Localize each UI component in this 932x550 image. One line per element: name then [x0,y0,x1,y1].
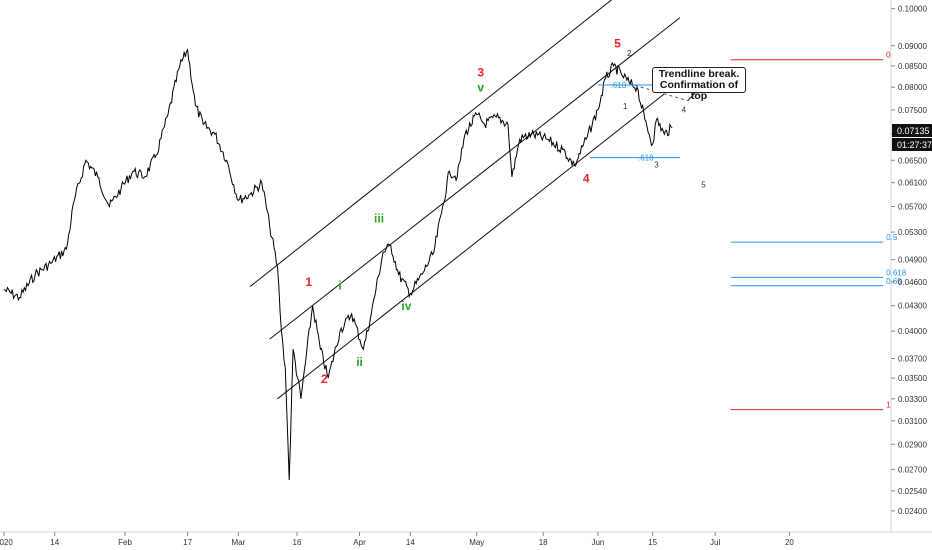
x-tick-label-9: May [469,538,484,547]
fib-level-label-1: 0 [886,51,891,60]
wave-label-12: 1 [623,102,628,111]
x-tick-label-3: Feb [118,538,132,547]
price-tag: 0.07135 01:27:37 [892,124,932,151]
y-tick-label-14: 0.04000 [898,327,927,336]
fib-level-label-6: .618 [638,154,654,163]
y-tick-label-18: 0.03100 [898,417,927,426]
channel-line-2 [269,17,681,340]
plot-area: 00.50.6180.651.618.61812345iiiiiiivv2134… [3,0,907,481]
channel-line-3 [277,93,665,400]
timer-label: 01:27:37 [897,140,932,150]
y-tick-label-11: 0.04900 [898,256,927,265]
x-tick-label-10: 18 [539,538,548,547]
y-tick-label-16: 0.03500 [898,374,927,383]
fib-level-label-2: 0.5 [886,233,898,242]
y-tick-label-20: 0.02700 [898,465,927,474]
fib-level-label-3: 0.618 [886,268,907,277]
wave-label-2: 2 [321,372,328,386]
y-tick-label-2: 0.09000 [898,42,927,51]
x-tick-label-6: 16 [293,538,302,547]
wave-label-7: ii [356,355,363,369]
x-tick-label-11: Jun [591,538,604,547]
y-tick-label-7: 0.06500 [898,156,927,165]
y-tick-label-12: 0.04600 [898,278,927,287]
y-tick-label-3: 0.08500 [898,62,927,71]
x-tick-label-4: 17 [183,538,192,547]
y-tick-label-22: 0.02400 [898,507,927,516]
wave-label-3: 3 [477,65,484,79]
x-tick-label-14: 20 [785,538,794,547]
wave-label-10: v [477,81,484,95]
y-tick-label-17: 0.03300 [898,395,927,404]
y-tick-label-1: 0.10000 [898,5,927,14]
x-tick-label-7: Apr [353,538,366,547]
fib-level-label-7: .618 [611,81,627,90]
x-tick-label-13: Jul [710,538,720,547]
wave-label-6: i [338,279,341,293]
x-axis[interactable]: 2020 14 Feb 17 Mar 16 Apr 14 May 18 Jun 15 Jul 20 [0,532,794,547]
y-axis[interactable]: 0.100000.090000.085000.080000.075000.070… [891,5,927,516]
price-series-line [3,48,673,481]
wave-label-11: 2 [627,49,632,58]
wave-label-8: iii [374,211,384,225]
wave-label-15: 5 [701,180,706,189]
y-tick-label-5: 0.07500 [898,106,927,115]
x-tick-label-2: 14 [50,538,59,547]
wave-label-14: 4 [682,106,687,115]
fib-level-label-5: 1 [886,401,891,410]
fib-level-label-4: 0.65 [886,277,902,286]
wave-label-9: iv [401,299,411,313]
x-tick-label-1: 2020 [0,538,13,547]
annotation-callout[interactable]: Trendline break. Confirmation of top [652,67,746,102]
annotation-line-1: Trendline break. [658,68,740,80]
x-tick-label-5: Mar [231,538,245,547]
y-tick-label-15: 0.03700 [898,355,927,364]
wave-label-4: 4 [583,172,590,186]
channel-line-1 [249,0,613,287]
y-tick-label-21: 0.02540 [898,487,927,496]
x-tick-label-12: 15 [648,538,657,547]
y-tick-label-13: 0.04300 [898,302,927,311]
x-tick-label-8: 14 [406,538,415,547]
price-tag-label: 0.07135 [897,126,930,136]
y-tick-label-8: 0.06100 [898,179,927,188]
wave-label-13: 3 [654,160,659,169]
y-tick-label-19: 0.02900 [898,440,927,449]
y-tick-label-9: 0.05700 [898,202,927,211]
wave-label-1: 1 [305,275,312,289]
y-tick-label-10: 0.05300 [898,228,927,237]
wave-label-5: 5 [614,37,621,51]
y-tick-label-4: 0.08000 [898,83,927,92]
annotation-line-2: Confirmation of top [659,79,739,102]
